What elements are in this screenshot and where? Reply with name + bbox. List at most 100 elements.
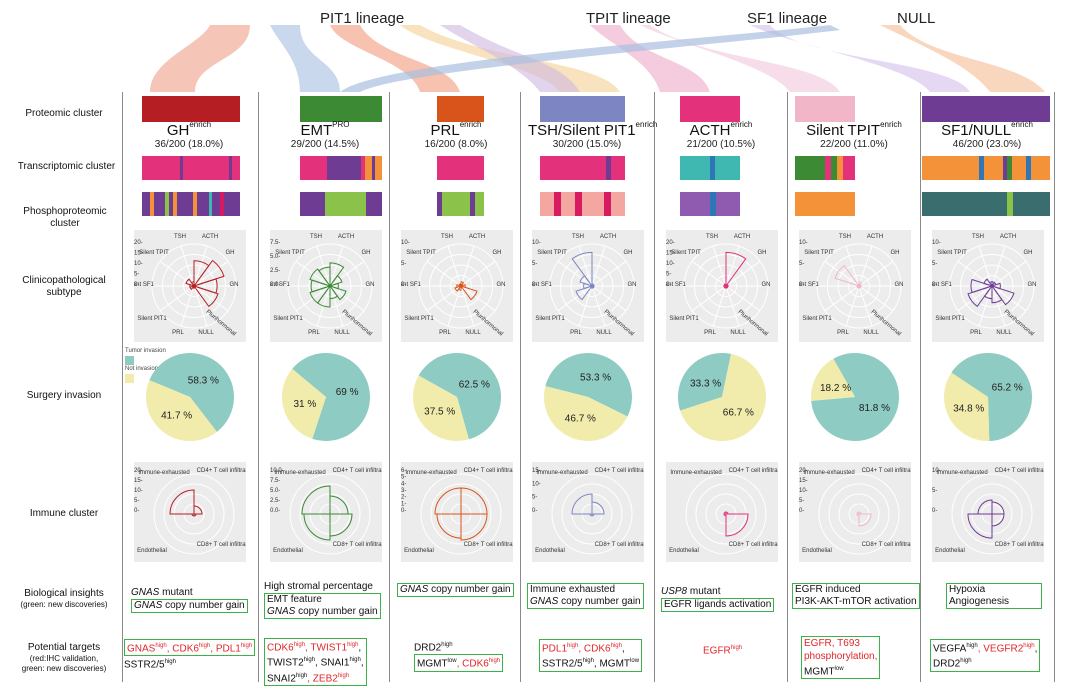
cluster-count: 36/200 (18.0%): [154, 139, 224, 150]
radar-tick: 0-: [134, 282, 139, 288]
insight-text: EMT feature: [267, 594, 322, 605]
radar-label: PRL: [172, 330, 184, 336]
pie-slice-not: [944, 372, 990, 441]
transcriptomic-stripe: [300, 156, 382, 180]
radar-wedge: [591, 284, 594, 289]
radar-label: GH: [493, 250, 502, 256]
stripe-segment: [978, 156, 984, 180]
stripe-segment: [153, 192, 166, 216]
cluster-sup: enrich: [189, 120, 212, 129]
radar-label: ACTH: [338, 234, 354, 240]
cluster-column: PRLenrich 16/200 (8.0%) TSH ACTH Silent TPIT…: [393, 92, 522, 682]
immune-wedge: [725, 513, 749, 537]
immune-tick: 15-: [799, 478, 808, 484]
target-name: , CDK6: [578, 643, 611, 655]
targets-note-1: (red:IHC validation,: [29, 654, 99, 663]
target-level: high: [582, 658, 594, 665]
targets-gh: GNAShigh, CDK6high, PDL1high SSTR2/5high: [124, 639, 256, 672]
stripe-segment: [228, 156, 233, 180]
immune-label: Endothelial: [137, 548, 167, 554]
immune-tick: 1-: [401, 501, 406, 507]
target-name: CDK6: [267, 642, 294, 654]
immune-tick: 10.0-: [270, 468, 284, 474]
column-separator: [122, 92, 123, 682]
radar-label: TSH: [972, 234, 984, 240]
stripe-segment: [843, 156, 855, 180]
insight-gene: GNAS: [134, 600, 163, 611]
target-name: PDL1: [542, 643, 568, 655]
cluster-sup: enrich: [1011, 120, 1033, 129]
surgery-pie: 53.3 % 46.7 %: [544, 353, 632, 441]
insight-sf1: Hypoxia Angiogenesis: [946, 583, 1042, 609]
target-level: high: [198, 643, 211, 649]
cluster-sup: enrich: [635, 120, 658, 129]
insight-gene: GNAS: [267, 606, 296, 617]
insight-gene: GNAS: [400, 584, 429, 595]
radar-label: GN: [628, 282, 637, 288]
insight-gene: USP8: [661, 586, 688, 597]
radar-label: TSH: [706, 234, 718, 240]
radar-tick: 2.5-: [270, 268, 280, 274]
immune-label: CD8+ T cell infiltration: [995, 542, 1044, 548]
radar-label: ACTH: [1000, 234, 1016, 240]
radar-wedge: [329, 262, 345, 288]
immune-wedge: [591, 513, 595, 517]
target-level: low: [630, 658, 640, 665]
ribbon-tpit2: [640, 25, 840, 92]
pie-label-tumor: 65.2 %: [992, 382, 1023, 393]
insight-text: Angiogenesis: [949, 596, 1010, 607]
lineage-tpit: TPIT lineage: [586, 10, 671, 27]
cluster-title: EMTPRO: [266, 120, 384, 139]
cluster-name: TSH/Silent PIT1: [528, 122, 636, 139]
radar-label: NULL: [198, 330, 214, 336]
radar-tick: 10-: [134, 261, 143, 267]
radar-wedge: [316, 284, 331, 308]
radar-wedge: [967, 285, 994, 308]
lineage-sf1: SF1 lineage: [747, 10, 828, 27]
radar-label: NULL: [465, 330, 481, 336]
row-label-transcriptomic: Transcriptomic cluster: [17, 161, 116, 172]
immune-label: Endothelial: [802, 548, 832, 554]
immune-label: CD4+ T cell infiltration: [995, 468, 1044, 474]
stripe-segment: [582, 192, 604, 216]
targets-note-2: green: new discoveries): [21, 664, 107, 673]
immune-tick: 0-: [532, 508, 537, 514]
immune-tick: 0-: [799, 508, 804, 514]
immune-wedge: [858, 513, 872, 527]
radar-label: GH: [624, 250, 633, 256]
lineage-ribbons: [150, 25, 1045, 92]
cluster-name: ACTH: [689, 122, 731, 139]
insight-tsh: Immune exhausted GNAS copy number gain: [527, 583, 644, 609]
stripe-segment: [716, 192, 740, 216]
radar-tick: 20-: [134, 240, 143, 246]
radar-label: TSH: [441, 234, 453, 240]
stripe-segment: [361, 156, 365, 180]
radar-wedge: [579, 275, 594, 287]
radar-wedge: [575, 285, 594, 301]
radar-tick: 0-: [799, 282, 804, 288]
radar-label: PRL: [439, 330, 451, 336]
cluster-column: Silent TPITenrich 22/200 (11.0%) TSH ACTH Si…: [791, 92, 920, 682]
immune-wedge: [571, 493, 593, 515]
stripe-segment: [183, 156, 229, 180]
stripe-segment: [1012, 156, 1027, 180]
cluster-sup: enrich: [880, 120, 902, 129]
targets-box: CDK6high, TWIST1high, TWIST2high, SNAI1h…: [264, 638, 367, 686]
radar-label: GN: [230, 282, 239, 288]
insight-silent-tpit: EGFR induced PI3K-AKT-mTOR activation: [792, 583, 920, 609]
target-name: VEGFA: [933, 643, 967, 655]
radar-label: Silent PIT1: [802, 316, 832, 322]
immune-tick: 2-: [401, 495, 406, 501]
stripe-segment: [610, 192, 625, 216]
row-label-insights: Biological insights (green: new discover…: [0, 588, 128, 610]
targets-box: MGMTlow, CDK6high: [414, 654, 504, 672]
ribbon-cross: [340, 25, 840, 92]
cluster-column: ACTHenrich 21/200 (10.5%) TSH ACTH Silent TP…: [658, 92, 787, 682]
target-name: , MGMT: [593, 658, 631, 670]
cluster-column: SF1/NULLenrich 46/200 (23.0%) TSH ACTH Silen…: [922, 92, 1053, 682]
immune-label: Immune-exhausted: [138, 470, 189, 476]
transcriptomic-stripe: [680, 156, 740, 180]
radar-label: ACTH: [867, 234, 883, 240]
target-name: , SNAI1: [315, 657, 350, 669]
insight-text: copy number gain: [558, 596, 641, 607]
